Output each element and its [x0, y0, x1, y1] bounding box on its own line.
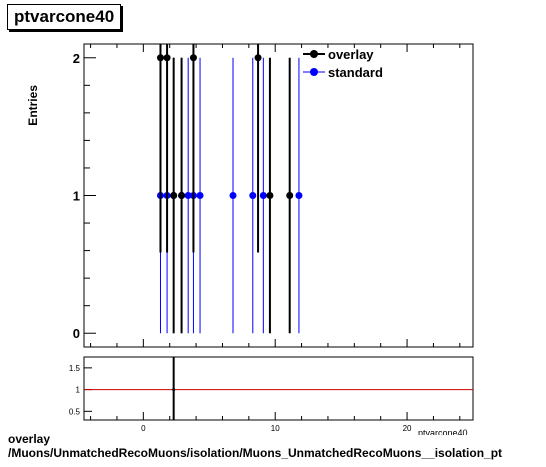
data-point-overlay	[286, 192, 294, 199]
data-point-overlay	[254, 54, 262, 62]
data-point-overlay	[156, 54, 164, 62]
data-point-standard	[259, 192, 267, 199]
ratio-y-tick-label: 1.5	[69, 364, 81, 373]
data-point-standard	[249, 192, 257, 199]
data-point-overlay	[266, 192, 274, 199]
ratio-axis-ticks: 0.5 1 1.5 0 10 20	[69, 364, 461, 433]
data-point-standard	[295, 192, 303, 199]
legend: overlay standard	[303, 47, 383, 80]
histogram-title: ptvarcone40	[7, 4, 122, 30]
footer-line-2: /Muons/UnmatchedRecoMuons/isolation/Muon…	[8, 446, 503, 460]
ratio-x-tick-label: 10	[271, 424, 280, 433]
ratio-x-tick-label: 0	[141, 424, 146, 433]
ratio-series-group	[84, 357, 473, 420]
legend-marker-standard	[310, 68, 318, 76]
main-axis-ticks: 0 1 2	[73, 44, 461, 347]
main-plot-frame	[83, 43, 474, 348]
legend-label-standard: standard	[328, 65, 383, 80]
y-tick-label: 0	[73, 326, 80, 341]
footer-line-1: overlay	[8, 432, 51, 446]
data-point-standard	[196, 192, 204, 199]
y-tick-label: 1	[73, 189, 80, 204]
y-tick-label: 2	[73, 51, 80, 66]
data-point-standard	[184, 192, 192, 199]
data-point-overlay	[178, 192, 186, 199]
legend-marker-overlay	[310, 50, 318, 58]
ratio-point	[172, 388, 176, 392]
x-axis-label: ptvarcone40	[418, 429, 468, 435]
data-point-overlay	[189, 54, 197, 62]
data-point-standard	[229, 192, 237, 199]
data-point-overlay	[163, 54, 171, 62]
ratio-x-tick-label: 20	[403, 424, 412, 433]
ratio-y-tick-label: 0.5	[69, 407, 81, 416]
y-axis-label: Entries	[26, 85, 40, 126]
legend-label-overlay: overlay	[328, 47, 374, 62]
ratio-plot-frame	[83, 356, 474, 421]
main-series-group	[156, 44, 303, 334]
ratio-y-tick-label: 1	[76, 386, 81, 395]
data-point-overlay	[170, 192, 178, 199]
